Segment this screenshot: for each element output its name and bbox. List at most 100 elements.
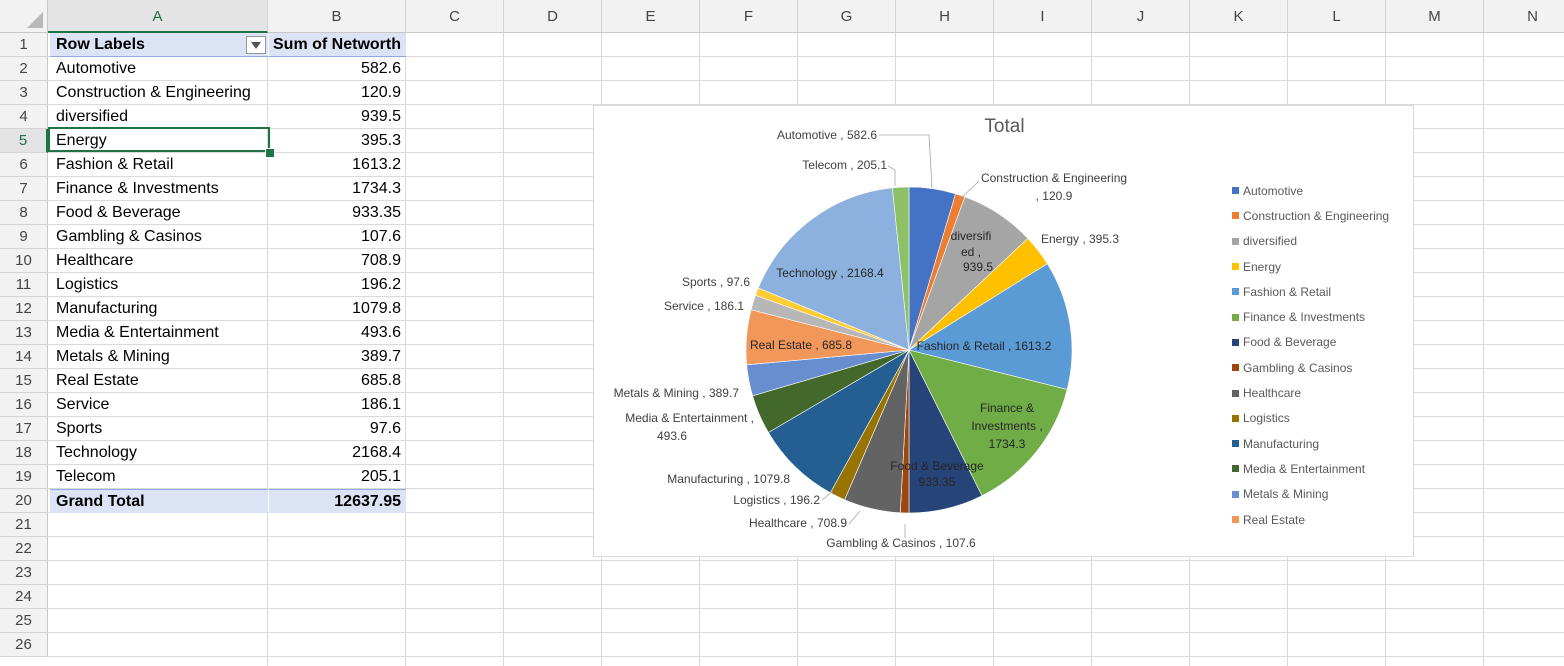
data-label-service[interactable]: Service , 186.1 — [664, 299, 744, 313]
legend-entry[interactable]: Construction & Engineering — [1232, 203, 1389, 228]
data-label-diversified-value[interactable]: 939.5 — [963, 260, 993, 274]
pivot-row-label[interactable]: Sports — [56, 420, 103, 437]
data-label-automotive[interactable]: Automotive , 582.6 — [777, 128, 877, 142]
pivot-row-value[interactable]: 1734.3 — [352, 180, 401, 197]
pivot-row-label[interactable]: Healthcare — [56, 252, 134, 269]
pivot-row-label[interactable]: Gambling & Casinos — [56, 228, 202, 245]
data-label-finance-investments-cont[interactable]: Investments , — [971, 419, 1042, 433]
data-label-finance-investments[interactable]: Finance & — [980, 401, 1034, 415]
pivot-row-label[interactable]: Service — [56, 396, 110, 413]
data-label-construction-engineering[interactable]: Construction & Engineering — [981, 171, 1127, 185]
column-header-A[interactable]: A — [48, 0, 268, 33]
pivot-row-value[interactable]: 1079.8 — [352, 300, 401, 317]
legend-entry[interactable]: Healthcare — [1232, 380, 1389, 405]
column-header-I[interactable]: I — [994, 0, 1092, 33]
data-label-manufacturing[interactable]: Manufacturing , 1079.8 — [667, 472, 790, 486]
row-header-2[interactable]: 2 — [0, 57, 48, 81]
pivot-row-value[interactable]: 582.6 — [360, 60, 401, 77]
legend-entry[interactable]: Fashion & Retail — [1232, 279, 1389, 304]
pivot-row-value[interactable]: 2168.4 — [352, 444, 401, 461]
pivot-row-label[interactable]: Manufacturing — [56, 300, 158, 317]
data-label-energy[interactable]: Energy , 395.3 — [1041, 232, 1119, 246]
column-header-D[interactable]: D — [504, 0, 602, 33]
row-header-18[interactable]: 18 — [0, 441, 48, 465]
data-label-technology[interactable]: Technology , 2168.4 — [776, 266, 884, 280]
chart-title[interactable]: Total — [984, 116, 1025, 137]
pivot-row-value[interactable]: 1613.2 — [352, 156, 401, 173]
pivot-row-value[interactable]: 205.1 — [360, 468, 401, 485]
row-header-15[interactable]: 15 — [0, 369, 48, 393]
row-header-9[interactable]: 9 — [0, 225, 48, 249]
pivot-grand-total-label[interactable]: Grand Total — [50, 489, 268, 513]
row-header-3[interactable]: 3 — [0, 81, 48, 105]
pivot-row-label[interactable]: Construction & Engineering — [56, 84, 251, 101]
column-header-B[interactable]: B — [268, 0, 406, 33]
legend-entry[interactable]: Logistics — [1232, 406, 1389, 431]
row-header-17[interactable]: 17 — [0, 417, 48, 441]
column-header-C[interactable]: C — [406, 0, 504, 33]
data-label-food-beverage[interactable]: Food & Beverage — [890, 459, 984, 473]
column-header-H[interactable]: H — [896, 0, 994, 33]
legend-entry[interactable]: Automotive — [1232, 178, 1389, 203]
pivot-row-value[interactable]: 933.35 — [352, 204, 401, 221]
row-header-23[interactable]: 23 — [0, 561, 48, 585]
data-label-food-beverage-value[interactable]: 933.35 — [919, 475, 956, 489]
legend-entry[interactable]: Manufacturing — [1232, 431, 1389, 456]
data-label-finance-investments-value[interactable]: 1734.3 — [989, 437, 1026, 451]
data-label-real-estate[interactable]: Real Estate , 685.8 — [750, 338, 852, 352]
row-header-11[interactable]: 11 — [0, 273, 48, 297]
row-header-24[interactable]: 24 — [0, 585, 48, 609]
pivot-row-label[interactable]: Technology — [56, 444, 137, 461]
pivot-header-row-labels[interactable]: Row Labels — [50, 33, 268, 57]
legend-entry[interactable]: diversified — [1232, 229, 1389, 254]
data-label-metals-mining[interactable]: Metals & Mining , 389.7 — [614, 386, 740, 400]
pivot-row-value[interactable]: 97.6 — [369, 420, 401, 437]
pivot-row-label[interactable]: diversified — [56, 108, 129, 125]
pivot-row-label[interactable]: Metals & Mining — [56, 348, 170, 365]
legend-entry[interactable]: Finance & Investments — [1232, 304, 1389, 329]
row-header-21[interactable]: 21 — [0, 513, 48, 537]
row-header-6[interactable]: 6 — [0, 153, 48, 177]
row-header-10[interactable]: 10 — [0, 249, 48, 273]
pie-slice-technology[interactable] — [757, 187, 910, 351]
column-header-J[interactable]: J — [1092, 0, 1190, 33]
data-label-telecom[interactable]: Telecom , 205.1 — [802, 158, 887, 172]
pivot-row-label[interactable]: Automotive — [56, 60, 137, 77]
pivot-row-value[interactable]: 708.9 — [360, 252, 401, 269]
pie-slice-telecom[interactable] — [892, 186, 910, 351]
data-label-diversified-cont[interactable]: ed , — [961, 245, 981, 259]
fill-handle[interactable] — [265, 148, 275, 158]
pivot-row-value[interactable]: 939.5 — [360, 108, 401, 125]
data-label-media-entertainment[interactable]: Media & Entertainment , — [625, 411, 754, 425]
pivot-row-label[interactable]: Logistics — [56, 276, 119, 293]
legend-entry[interactable]: Media & Entertainment — [1232, 456, 1389, 481]
data-label-fashion-retail[interactable]: Fashion & Retail , 1613.2 — [917, 339, 1052, 353]
pivot-row-label[interactable]: Media & Entertainment — [56, 324, 219, 341]
legend-entry[interactable]: Energy — [1232, 254, 1389, 279]
pivot-row-label[interactable]: Real Estate — [56, 372, 139, 389]
row-header-19[interactable]: 19 — [0, 465, 48, 489]
column-header-K[interactable]: K — [1190, 0, 1288, 33]
row-header-14[interactable]: 14 — [0, 345, 48, 369]
pie-slice-manufacturing[interactable] — [767, 349, 910, 494]
column-header-E[interactable]: E — [602, 0, 700, 33]
legend-entry[interactable]: Real Estate — [1232, 507, 1389, 532]
data-label-sports[interactable]: Sports , 97.6 — [682, 275, 750, 289]
pivot-row-value[interactable]: 493.6 — [360, 324, 401, 341]
row-header-8[interactable]: 8 — [0, 201, 48, 225]
pie-chart[interactable]: Total Automotive , 582.6 Construction & E… — [593, 105, 1414, 557]
pie-slice-finance-investments[interactable] — [908, 349, 1068, 497]
pivot-grand-total-value[interactable]: 12637.95 — [269, 489, 406, 513]
pivot-row-value[interactable]: 395.3 — [360, 132, 401, 149]
column-header-G[interactable]: G — [798, 0, 896, 33]
row-header-5[interactable]: 5 — [0, 129, 48, 153]
pivot-header-sum[interactable]: Sum of Networth — [269, 33, 406, 57]
row-header-26[interactable]: 26 — [0, 633, 48, 657]
data-label-logistics[interactable]: Logistics , 196.2 — [733, 493, 820, 507]
data-label-media-entertainment-value[interactable]: 493.6 — [657, 429, 687, 443]
row-header-13[interactable]: 13 — [0, 321, 48, 345]
pivot-row-label[interactable]: Fashion & Retail — [56, 156, 174, 173]
row-header-7[interactable]: 7 — [0, 177, 48, 201]
filter-dropdown-icon[interactable] — [246, 36, 266, 54]
